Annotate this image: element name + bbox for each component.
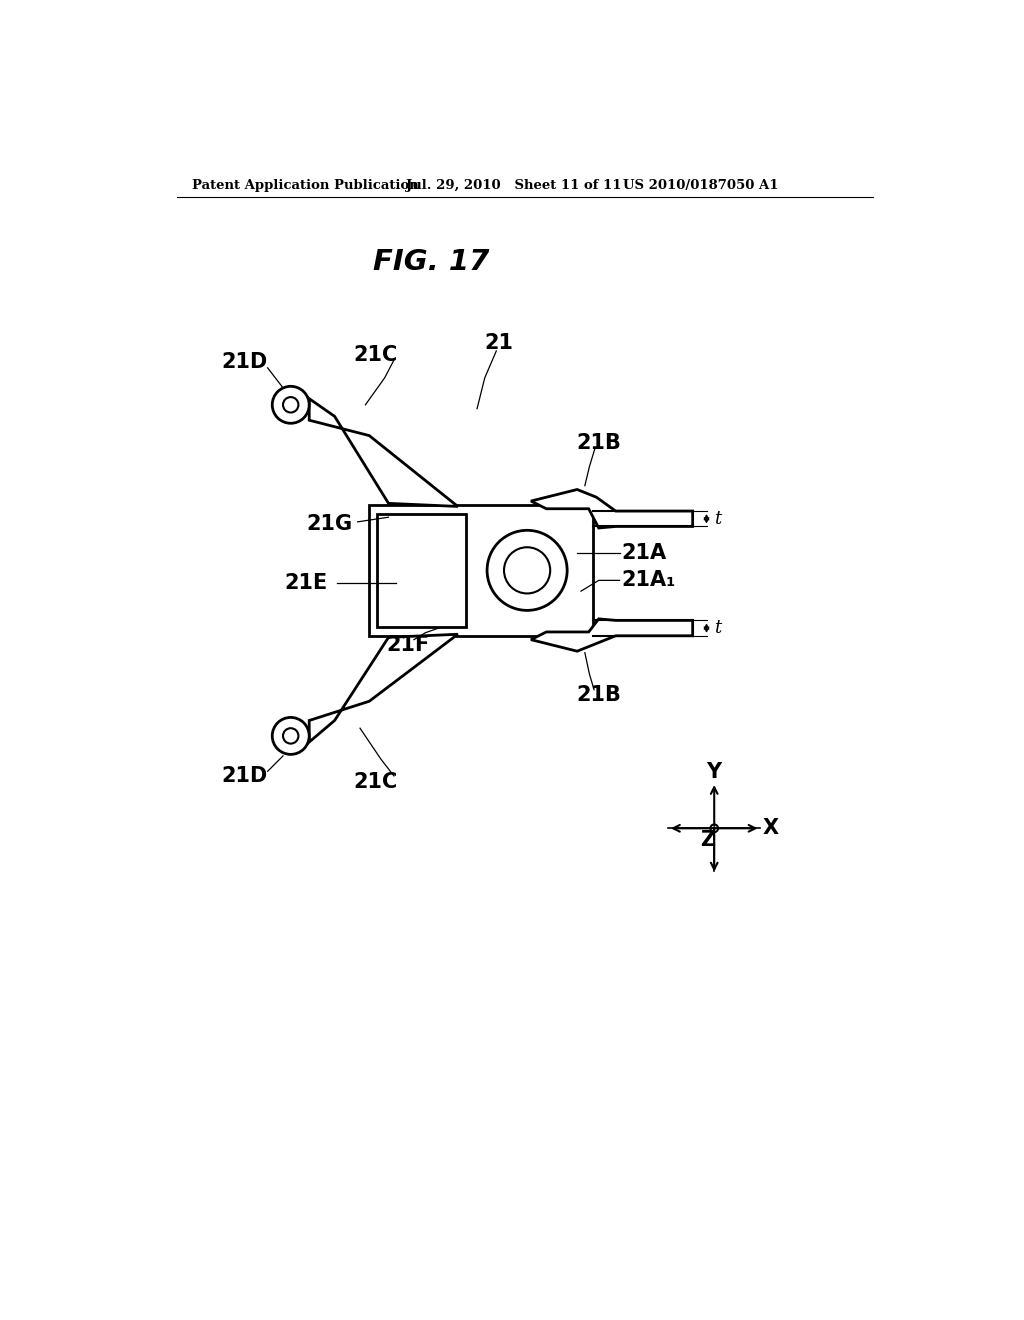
Text: 21D: 21D — [221, 766, 267, 785]
Text: 21B: 21B — [577, 685, 622, 705]
Text: 21F: 21F — [386, 635, 429, 655]
Text: Z: Z — [700, 830, 716, 850]
Text: Y: Y — [707, 762, 722, 781]
Text: FIG. 17: FIG. 17 — [373, 248, 489, 276]
Text: 21D: 21D — [221, 352, 267, 372]
Text: 21A₁: 21A₁ — [622, 570, 676, 590]
Text: t: t — [714, 619, 722, 638]
Polygon shape — [309, 635, 458, 742]
Circle shape — [711, 825, 718, 832]
Polygon shape — [309, 399, 458, 507]
Text: X: X — [762, 818, 778, 838]
Circle shape — [713, 828, 716, 829]
Circle shape — [272, 718, 309, 755]
Polygon shape — [531, 490, 692, 528]
Text: 21A: 21A — [622, 543, 667, 562]
Polygon shape — [531, 619, 692, 651]
Text: 21B: 21B — [577, 433, 622, 453]
Text: Patent Application Publication: Patent Application Publication — [193, 178, 419, 191]
Text: 21E: 21E — [285, 573, 328, 594]
Text: 21C: 21C — [353, 772, 397, 792]
Circle shape — [272, 387, 309, 424]
Text: t: t — [714, 510, 722, 528]
Text: 21C: 21C — [353, 345, 397, 364]
Text: 21G: 21G — [306, 515, 352, 535]
Text: Jul. 29, 2010   Sheet 11 of 11: Jul. 29, 2010 Sheet 11 of 11 — [407, 178, 622, 191]
Text: 21: 21 — [484, 333, 513, 354]
Text: US 2010/0187050 A1: US 2010/0187050 A1 — [624, 178, 779, 191]
